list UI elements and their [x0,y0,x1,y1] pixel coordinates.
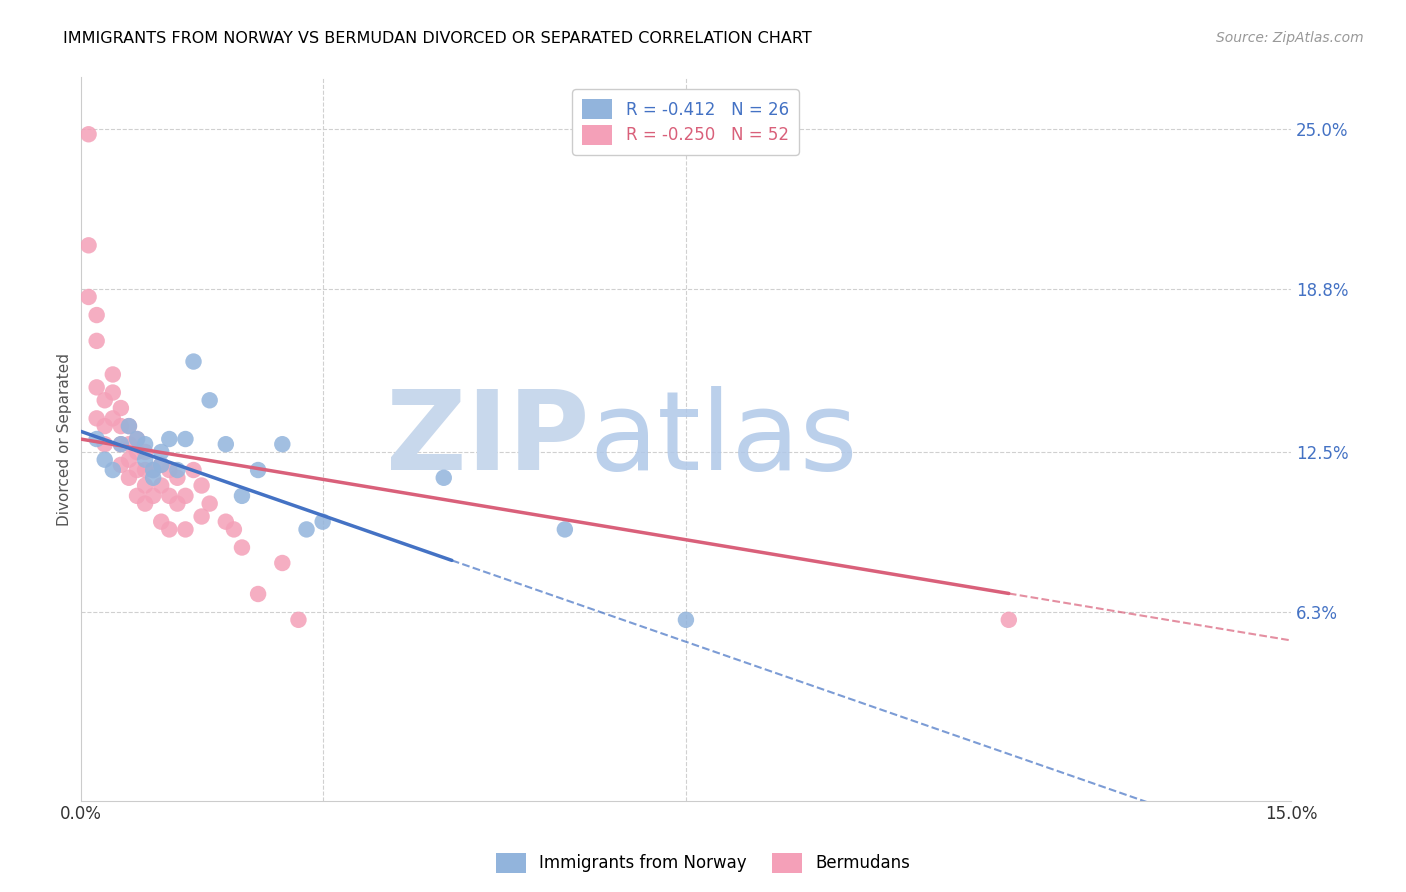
Point [183,463,205,477]
Text: Source: ZipAtlas.com: Source: ZipAtlas.com [1216,31,1364,45]
Point [166,497,188,511]
Point [215,437,238,451]
Point [433,471,456,485]
Point [110,419,132,434]
Point [150,478,173,492]
Point [271,437,294,451]
Point [110,437,132,451]
Point [142,463,165,477]
Point [125,445,148,459]
Point [231,541,253,555]
Point [125,489,148,503]
Point [134,497,156,511]
Point [190,478,212,492]
Point [142,489,165,503]
Legend: Immigrants from Norway, Bermudans: Immigrants from Norway, Bermudans [489,847,917,880]
Point [998,613,1021,627]
Point [134,452,156,467]
Point [190,509,212,524]
Y-axis label: Divorced or Separated: Divorced or Separated [58,352,72,525]
Point [271,556,294,570]
Point [110,458,132,472]
Point [77,238,100,252]
Point [134,478,156,492]
Point [86,308,108,322]
Point [134,445,156,459]
Point [183,354,205,368]
Point [174,432,197,446]
Point [174,523,197,537]
Point [312,515,335,529]
Point [110,401,132,415]
Point [93,437,115,451]
Point [93,452,115,467]
Point [125,432,148,446]
Point [86,411,108,425]
Point [125,463,148,477]
Point [150,515,173,529]
Point [86,380,108,394]
Point [157,432,180,446]
Point [77,290,100,304]
Point [93,419,115,434]
Point [101,463,124,477]
Point [142,463,165,477]
Point [174,489,197,503]
Point [101,411,124,425]
Point [118,419,141,434]
Point [554,523,576,537]
Point [142,471,165,485]
Text: atlas: atlas [589,385,858,492]
Point [166,471,188,485]
Point [287,613,309,627]
Point [295,523,318,537]
Point [247,587,270,601]
Point [134,463,156,477]
Point [77,128,100,142]
Point [93,393,115,408]
Point [247,463,270,477]
Point [150,445,173,459]
Text: IMMIGRANTS FROM NORWAY VS BERMUDAN DIVORCED OR SEPARATED CORRELATION CHART: IMMIGRANTS FROM NORWAY VS BERMUDAN DIVOR… [63,31,813,46]
Point [198,393,221,408]
Point [86,432,108,446]
Point [125,432,148,446]
Point [101,368,124,382]
Point [86,334,108,348]
Point [157,523,180,537]
Text: ZIP: ZIP [385,385,589,492]
Point [166,463,188,477]
Point [215,515,238,529]
Point [150,458,173,472]
Legend: R = -0.412   N = 26, R = -0.250   N = 52: R = -0.412 N = 26, R = -0.250 N = 52 [572,89,799,154]
Point [118,437,141,451]
Point [157,489,180,503]
Point [118,471,141,485]
Point [150,458,173,472]
Point [101,385,124,400]
Point [118,419,141,434]
Point [118,452,141,467]
Point [198,497,221,511]
Point [157,463,180,477]
Point [222,523,245,537]
Point [134,437,156,451]
Point [231,489,253,503]
Point [110,437,132,451]
Point [675,613,697,627]
